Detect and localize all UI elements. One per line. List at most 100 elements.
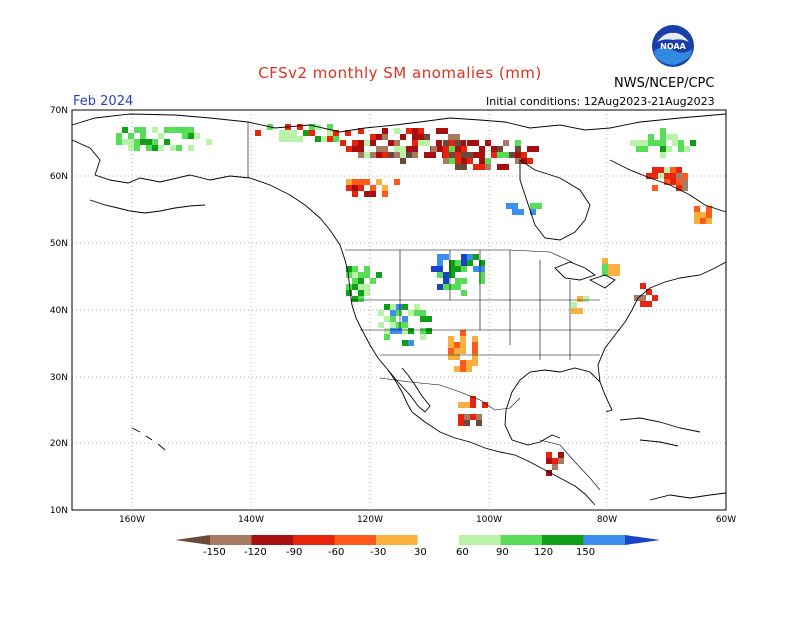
anomaly-cell — [443, 158, 449, 164]
latitude-labels: 70N 60N 50N 40N 30N 20N 10N — [50, 106, 68, 516]
anomaly-cell — [370, 140, 376, 146]
anomaly-cell — [467, 260, 473, 266]
lat-label: 40N — [50, 306, 68, 316]
anomaly-cell — [449, 140, 455, 146]
anomaly-cell — [170, 127, 176, 133]
colorbar-arrow-right — [625, 535, 660, 545]
anomaly-cell — [418, 134, 424, 140]
anomaly-cell — [461, 254, 467, 260]
anomaly-cell — [390, 310, 396, 316]
anomaly-cell — [376, 146, 382, 152]
anomaly-cell — [443, 152, 449, 158]
anomaly-cell — [464, 402, 470, 408]
anomaly-cell — [378, 322, 384, 328]
anomaly-cell — [479, 260, 485, 266]
coastlines — [71, 113, 727, 506]
anomaly-cell — [530, 209, 536, 215]
anomaly-cell — [602, 264, 608, 270]
anomaly-cell — [460, 360, 466, 366]
anomaly-cell — [396, 322, 402, 328]
anomaly-cell — [358, 290, 364, 296]
anomaly-cell — [455, 146, 461, 152]
anomaly-cell — [376, 179, 382, 185]
anomaly-cell — [384, 334, 390, 340]
lon-label: 80W — [597, 515, 617, 525]
anomaly-cell — [694, 218, 700, 224]
anomaly-cell — [303, 130, 309, 136]
anomaly-cell — [449, 152, 455, 158]
anomaly-cell — [479, 266, 485, 272]
anomaly-cell — [352, 185, 358, 191]
anomaly-cell — [285, 136, 291, 142]
anomaly-cell — [461, 266, 467, 272]
colorbar-label: -30 — [370, 547, 387, 558]
anomaly-cell — [352, 278, 358, 284]
anomaly-cell — [384, 316, 390, 322]
anomaly-cell — [388, 140, 394, 146]
anomaly-cell — [448, 348, 454, 354]
anomaly-cell — [426, 328, 432, 334]
anomaly-cell — [571, 302, 577, 308]
anomaly-cell — [358, 128, 364, 134]
anomaly-cell — [352, 140, 358, 146]
anomaly-cell — [521, 158, 527, 164]
anomaly-cell — [443, 272, 449, 278]
anomaly-cell — [352, 284, 358, 290]
longitude-labels: 160W 140W 120W 100W 80W 60W — [119, 515, 736, 525]
anomaly-cell — [424, 152, 430, 158]
anomaly-cell — [346, 272, 352, 278]
anomaly-cell — [467, 254, 473, 260]
anomaly-cell — [530, 203, 536, 209]
anomaly-cell — [420, 310, 426, 316]
anomaly-cell — [346, 179, 352, 185]
anomaly-cell — [485, 158, 491, 164]
anomaly-cell — [382, 134, 388, 140]
anomaly-cell — [479, 158, 485, 164]
anomaly-cell — [461, 146, 467, 152]
anomaly-cell — [402, 340, 408, 346]
lon-label: 100W — [476, 515, 502, 525]
anomaly-cell — [436, 128, 442, 134]
anomaly-cell — [382, 146, 388, 152]
anomaly-cell — [402, 316, 408, 322]
anomaly-cell — [614, 264, 620, 270]
anomaly-cell — [460, 336, 466, 342]
anomaly-cell — [408, 310, 414, 316]
anomaly-cell — [660, 152, 666, 158]
anomaly-cell — [642, 146, 648, 152]
anomaly-cell — [382, 185, 388, 191]
anomaly-cell — [400, 146, 406, 152]
anomaly-cell — [461, 152, 467, 158]
anomaly-cell — [706, 212, 712, 218]
anomaly-cell — [608, 264, 614, 270]
anomaly-cell — [122, 139, 128, 145]
anomaly-cell — [414, 304, 420, 310]
lon-label: 140W — [238, 515, 264, 525]
anomaly-cell — [682, 179, 688, 185]
anomaly-cell — [412, 134, 418, 140]
anomaly-cell — [400, 158, 406, 164]
anomaly-cell — [364, 152, 370, 158]
anomaly-cell — [676, 179, 682, 185]
anomaly-cell — [660, 140, 666, 146]
anomaly-cell — [164, 139, 170, 145]
anomaly-cell — [630, 140, 636, 146]
anomaly-cell — [396, 310, 402, 316]
anomaly-cell — [512, 209, 518, 215]
anomaly-cell — [358, 272, 364, 278]
anomaly-cell — [358, 185, 364, 191]
anomaly-cell — [448, 336, 454, 342]
anomaly-cell — [327, 136, 333, 142]
anomaly-cell — [482, 402, 488, 408]
anomaly-cell — [279, 130, 285, 136]
anomaly-cell — [390, 304, 396, 310]
anomaly-cell — [406, 128, 412, 134]
anomaly-cell — [448, 342, 454, 348]
anomaly-cell — [140, 127, 146, 133]
anomaly-cell — [412, 140, 418, 146]
colorbar-swatch — [417, 535, 459, 545]
anomaly-cell — [384, 304, 390, 310]
anomaly-cell — [460, 330, 466, 336]
anomaly-cell — [418, 128, 424, 134]
anomaly-cell — [640, 283, 646, 289]
